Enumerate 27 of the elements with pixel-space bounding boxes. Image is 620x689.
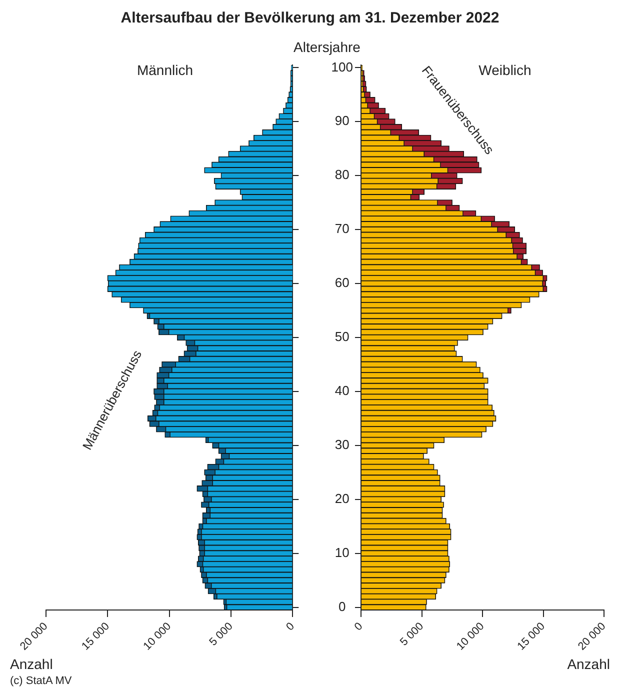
y-tick-label: 90 xyxy=(334,113,350,128)
y-tick-label: 40 xyxy=(334,383,350,398)
x-tick-label: 15 000 xyxy=(515,620,548,653)
y-tick-label: 50 xyxy=(334,329,350,344)
x-tick-label: 20 000 xyxy=(576,620,608,653)
y-tick-label: 10 xyxy=(334,544,350,560)
x-tick-label: 0 xyxy=(352,620,366,634)
y-tick-label: 100 xyxy=(331,59,354,74)
x-axis-title: Anzahl xyxy=(567,656,610,672)
y-axis-title: Altersjahre xyxy=(294,39,360,55)
text: (c) StatA MV xyxy=(10,675,72,687)
x-tick-label: 5 000 xyxy=(398,620,426,648)
y-tick-label: 60 xyxy=(334,275,350,290)
x-tick-label: 5 000 xyxy=(207,620,236,648)
x-tick-label: 0 xyxy=(284,620,297,634)
chart-title: Altersaufbau der Bevölkerung am 31. Dezember 2022 xyxy=(120,10,500,26)
chart-subtitle: Männlich xyxy=(136,62,194,78)
y-tick-label: 30 xyxy=(334,437,350,452)
x-tick-label: 20 000 xyxy=(18,620,50,653)
y-tick-label: 20 xyxy=(334,490,350,506)
y-tick-label: 80 xyxy=(334,167,350,182)
x-tick-label: 10 000 xyxy=(141,620,174,653)
x-tick-label: 15 000 xyxy=(80,620,112,653)
y-tick-label: 0 xyxy=(338,598,346,614)
y-tick-label: 70 xyxy=(334,221,350,236)
x-axis-title: Anzahl xyxy=(10,656,53,672)
x-tick-label: 10 000 xyxy=(454,620,487,653)
